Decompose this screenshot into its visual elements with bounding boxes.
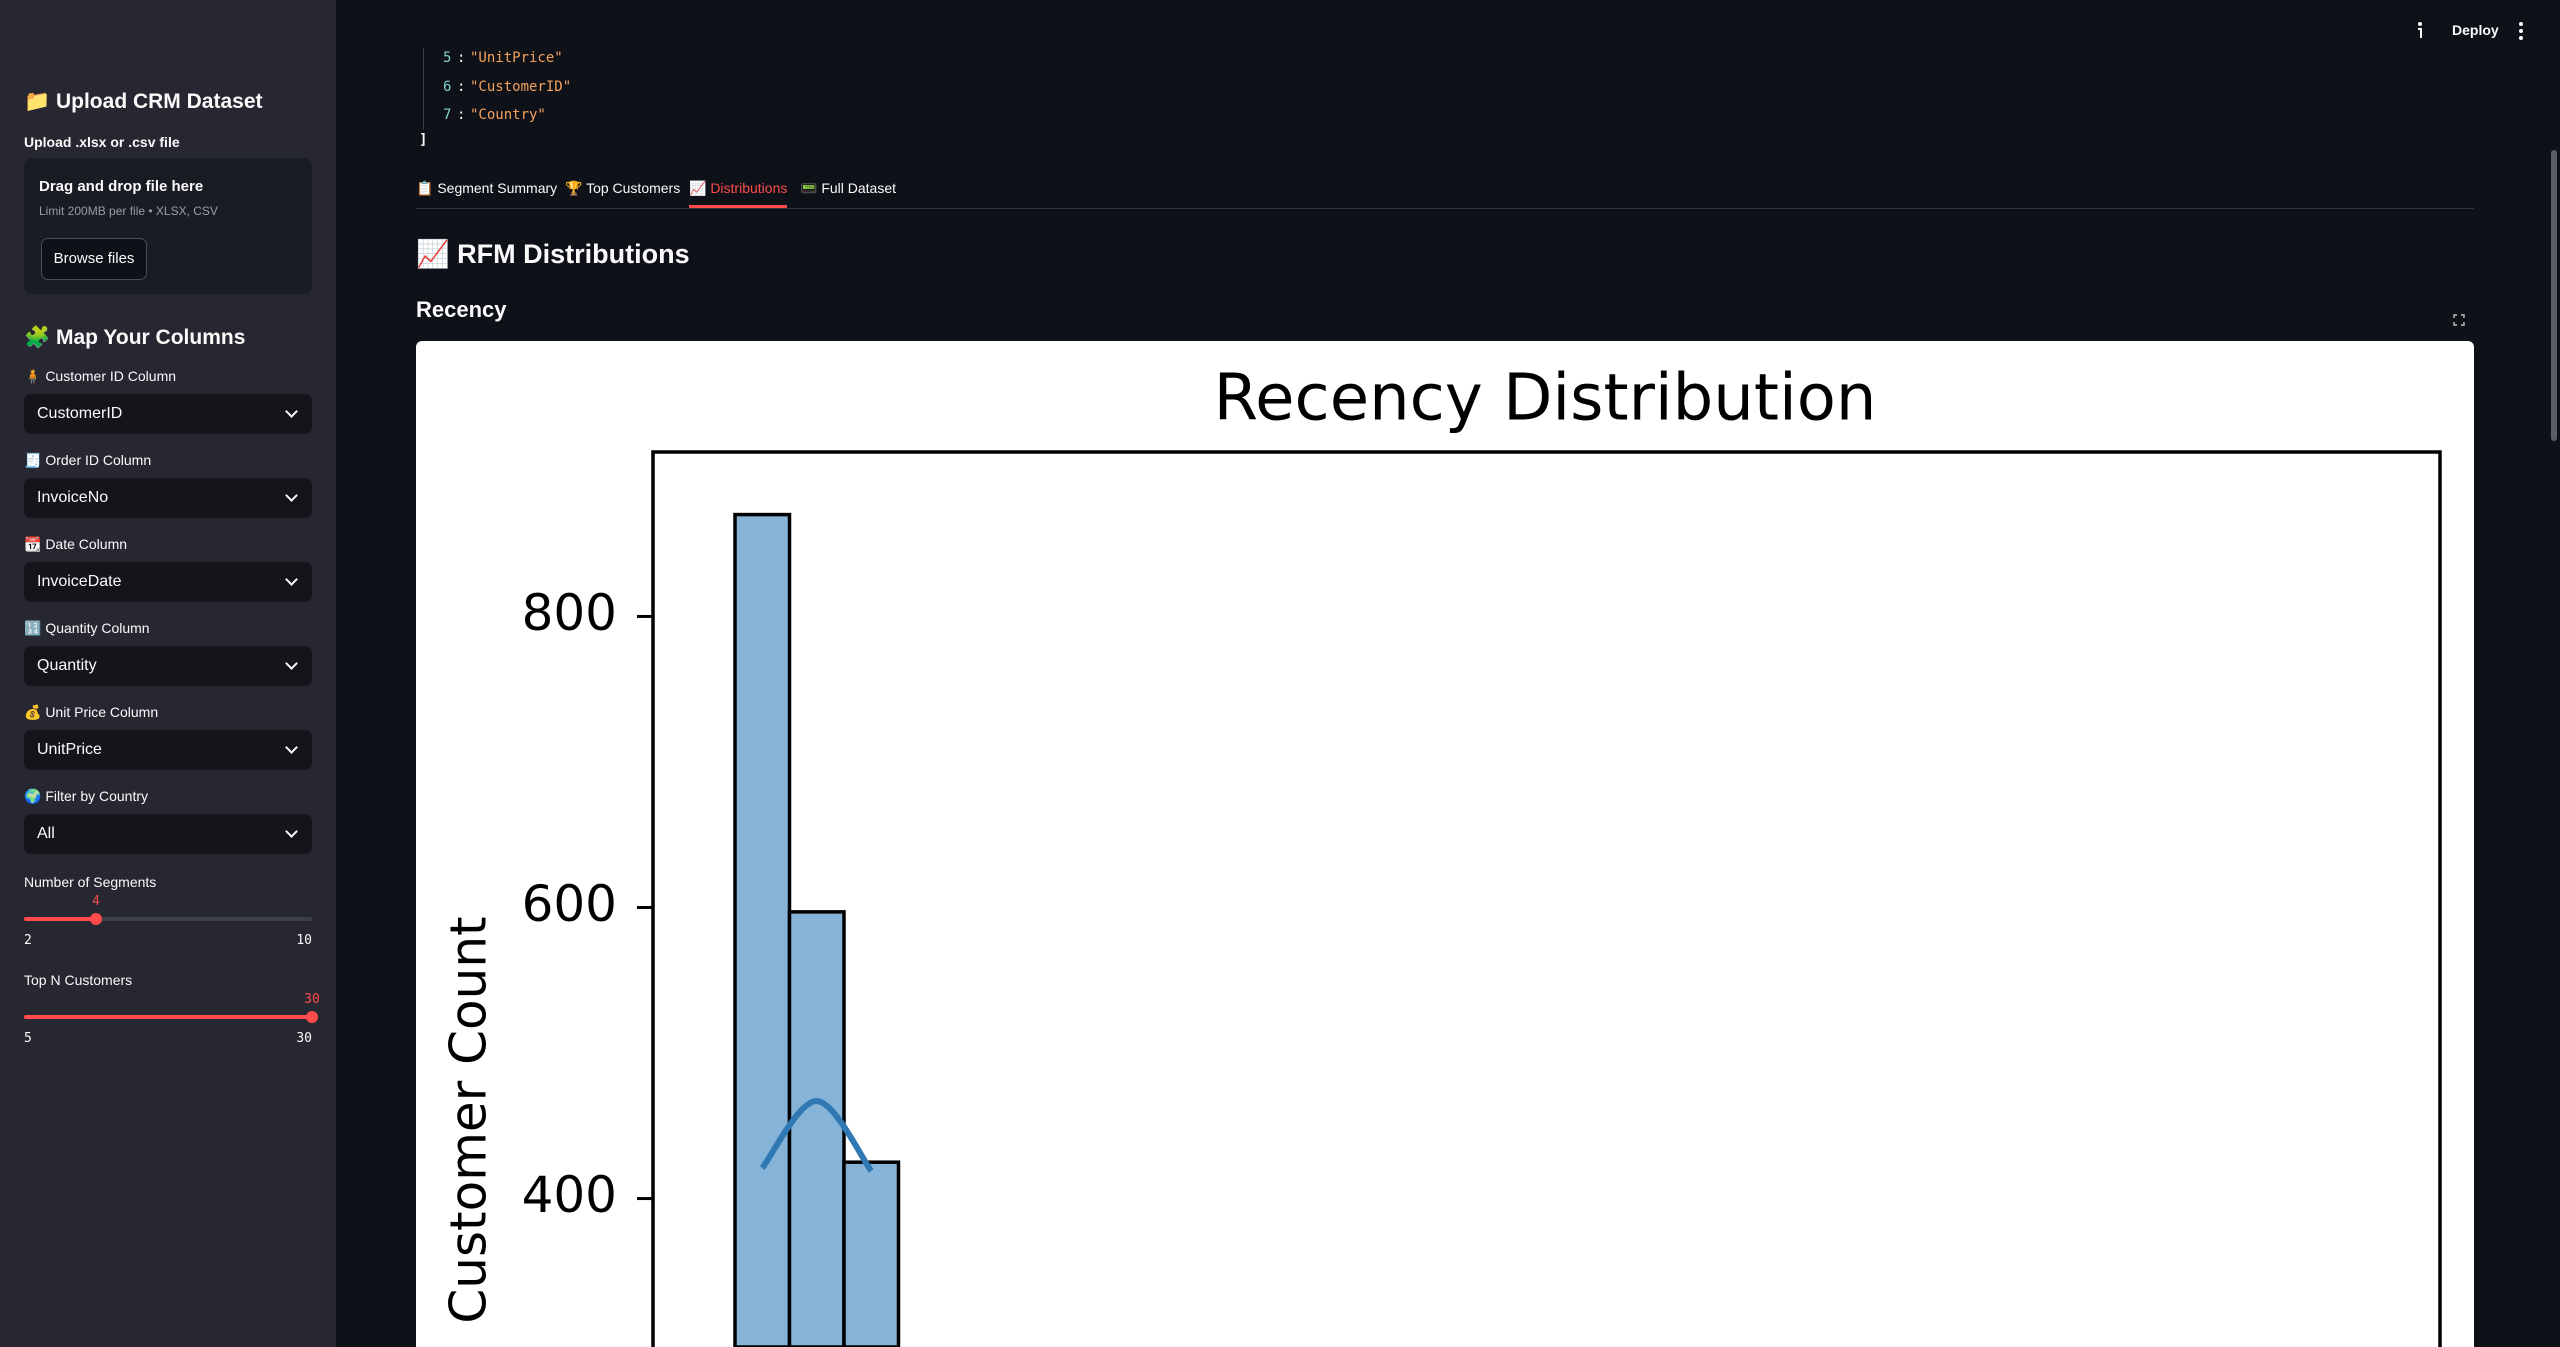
select-value: All bbox=[37, 825, 55, 842]
code-value: "UnitPrice" bbox=[470, 50, 563, 66]
section-title: 📈 RFM Distributions bbox=[416, 239, 690, 269]
dropzone-hint: Limit 200MB per file • XLSX, CSV bbox=[39, 204, 218, 218]
slider-fill bbox=[24, 1015, 312, 1019]
field-label: 📆 Date Column bbox=[24, 536, 128, 552]
field-label: 🧍 Customer ID Column bbox=[24, 368, 177, 384]
y-axis-label: Customer Count bbox=[440, 916, 498, 1323]
slider-value: 30 bbox=[304, 992, 320, 1007]
bar bbox=[787, 910, 846, 1347]
field-label: 🧾 Order ID Column bbox=[24, 452, 152, 468]
chevron bbox=[285, 657, 298, 670]
field-label: 🔢 Quantity Column bbox=[24, 620, 150, 636]
sidebar: 📁 Upload CRM Dataset Upload .xlsx or .cs… bbox=[0, 0, 336, 1347]
chevron bbox=[285, 741, 298, 754]
slider-value: 4 bbox=[92, 894, 100, 909]
tab[interactable]: 🏆 Top Customers bbox=[565, 180, 681, 196]
map-title: 🧩 Map Your Columns bbox=[24, 326, 246, 349]
bar bbox=[733, 512, 792, 1347]
status-icon[interactable] bbox=[2410, 20, 2430, 42]
select-value: InvoiceNo bbox=[37, 489, 109, 506]
slider-max: 10 bbox=[296, 933, 312, 948]
code-value: "CustomerID" bbox=[470, 78, 572, 95]
dropzone-title: Drag and drop file here bbox=[39, 178, 204, 195]
code-guide bbox=[423, 48, 424, 130]
fullscreen-icon[interactable] bbox=[2452, 313, 2466, 327]
slider-label: Top N Customers bbox=[24, 972, 133, 988]
slider-fill bbox=[24, 917, 96, 921]
plot-frame bbox=[651, 450, 2442, 1347]
tab[interactable]: 📋 Segment Summary bbox=[416, 180, 558, 196]
scrollbar-thumb[interactable] bbox=[2551, 150, 2557, 441]
slider-track bbox=[24, 917, 312, 921]
chevron bbox=[285, 825, 298, 838]
chart-container: Recency Distribution Customer Count 400 6… bbox=[416, 341, 2474, 1347]
code-colon: : bbox=[457, 50, 466, 66]
slider-label: Number of Segments bbox=[24, 874, 157, 890]
deploy-button[interactable]: Deploy bbox=[2452, 22, 2499, 38]
select-box[interactable]: All bbox=[24, 814, 312, 854]
chevron bbox=[285, 573, 298, 586]
select-box[interactable]: UnitPrice bbox=[24, 730, 312, 770]
code-colon: : bbox=[457, 78, 466, 95]
slider-min: 2 bbox=[24, 933, 32, 948]
y-tick-label: 400 bbox=[522, 1166, 617, 1224]
field-label: 🌍 Filter by Country bbox=[24, 788, 149, 804]
select-box[interactable]: Quantity bbox=[24, 646, 312, 686]
subheader: Recency bbox=[416, 297, 507, 322]
code-index: 6 bbox=[443, 78, 452, 95]
code-index: 5 bbox=[443, 50, 452, 66]
field-label: 💰 Unit Price Column bbox=[24, 704, 159, 720]
select-value: UnitPrice bbox=[37, 741, 102, 758]
tab[interactable]: 📟 Full Dataset bbox=[800, 180, 897, 196]
chart-title: Recency Distribution bbox=[1214, 362, 1877, 436]
slider-thumb[interactable] bbox=[306, 1011, 318, 1023]
select-value: Quantity bbox=[37, 657, 97, 674]
bar bbox=[842, 1160, 901, 1347]
select-box[interactable]: InvoiceNo bbox=[24, 478, 312, 518]
menu-icon[interactable] bbox=[2515, 20, 2527, 42]
browse-button[interactable]: Browse files bbox=[41, 238, 147, 280]
y-tick-label: 600 bbox=[522, 875, 617, 933]
select-value: InvoiceDate bbox=[37, 573, 122, 590]
upload-title: 📁 Upload CRM Dataset bbox=[24, 90, 263, 113]
select-box[interactable]: CustomerID bbox=[24, 394, 312, 434]
upload-label: Upload .xlsx or .csv file bbox=[24, 134, 180, 150]
chart: Recency Distribution Customer Count 400 6… bbox=[440, 362, 2442, 1347]
code-colon: : bbox=[457, 107, 466, 123]
chevron bbox=[285, 489, 298, 502]
slider-min: 5 bbox=[24, 1031, 32, 1046]
tab[interactable]: 📈 Distributions bbox=[689, 180, 788, 196]
code-index: 7 bbox=[443, 107, 452, 123]
slider-thumb[interactable] bbox=[90, 913, 102, 925]
y-tick-label: 800 bbox=[522, 584, 617, 642]
select-value: CustomerID bbox=[37, 405, 123, 422]
code-value: "Country" bbox=[470, 107, 546, 123]
select-box[interactable]: InvoiceDate bbox=[24, 562, 312, 602]
code-close: ] bbox=[419, 132, 428, 148]
tab-underline bbox=[689, 205, 787, 208]
chevron bbox=[285, 405, 298, 418]
slider-max: 30 bbox=[296, 1031, 312, 1046]
tab-divider bbox=[416, 208, 2474, 209]
kde-line bbox=[759, 1098, 874, 1173]
